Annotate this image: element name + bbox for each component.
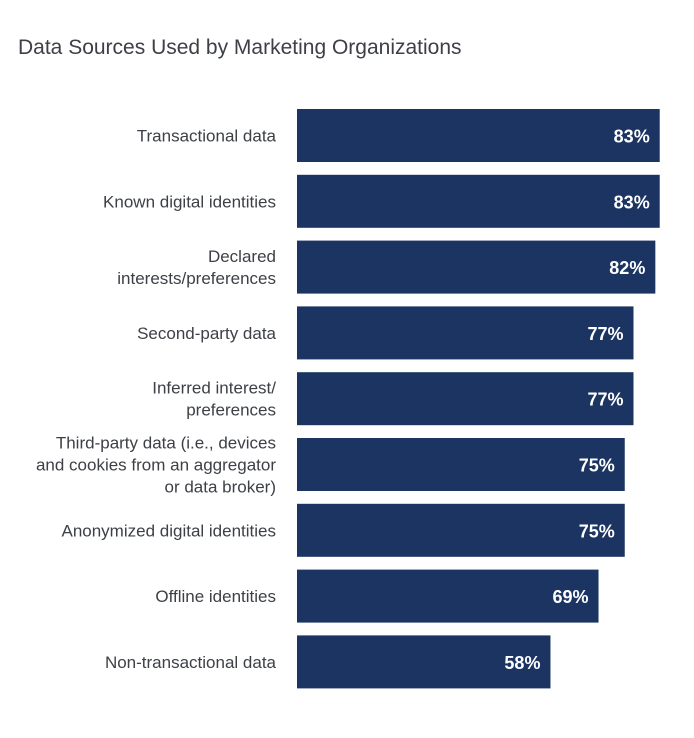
chart-title: Data Sources Used by Marketing Organizat… bbox=[18, 36, 462, 59]
bar-8 bbox=[297, 569, 599, 623]
category-label: Known digital identities bbox=[103, 192, 276, 211]
bar-value-label: 75% bbox=[579, 456, 615, 476]
bar-9 bbox=[297, 635, 551, 689]
bar-3 bbox=[297, 240, 656, 294]
bar-2 bbox=[297, 174, 660, 228]
category-label: Transactional data bbox=[137, 127, 277, 146]
bar-value-label: 58% bbox=[504, 653, 540, 673]
category-label: Declared interests/preferences bbox=[117, 247, 276, 288]
category-label: Anonymized digital identities bbox=[61, 521, 276, 540]
category-label: Offline identities bbox=[155, 587, 276, 606]
bar-value-label: 77% bbox=[587, 390, 623, 410]
category-label: Inferred interest/preferences bbox=[152, 379, 276, 420]
bar-value-label: 77% bbox=[587, 324, 623, 344]
category-label: Third-party data (i.e., devices and cooki… bbox=[36, 434, 276, 497]
bar-value-label: 83% bbox=[614, 192, 650, 212]
category-label: Second-party data bbox=[137, 324, 276, 343]
category-label: Non-transactional data bbox=[105, 653, 277, 672]
bar-value-label: 83% bbox=[614, 127, 650, 147]
bar-5 bbox=[297, 372, 634, 426]
bar-value-label: 82% bbox=[609, 258, 645, 278]
bar-value-label: 69% bbox=[552, 587, 588, 607]
bar-7 bbox=[297, 503, 625, 557]
bar-1 bbox=[297, 109, 660, 162]
bar-6 bbox=[297, 438, 625, 491]
bar-4 bbox=[297, 306, 634, 360]
bar-value-label: 75% bbox=[579, 521, 615, 541]
